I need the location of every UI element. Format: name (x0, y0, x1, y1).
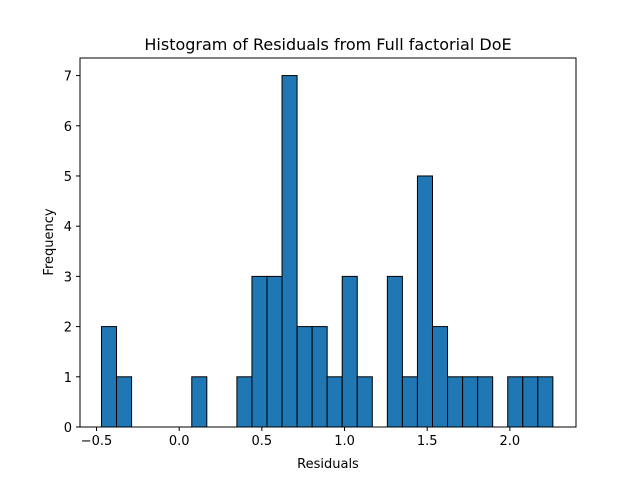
histogram-bar (266, 275, 283, 428)
x-axis-label: Residuals (297, 457, 359, 472)
y-tick-label: 0 (64, 421, 72, 436)
histogram-bar (191, 376, 208, 428)
y-tick-label: 5 (64, 170, 72, 185)
x-tick-label: 1.5 (417, 434, 438, 449)
y-tick-label: 2 (64, 321, 72, 336)
histogram-bar (477, 376, 494, 428)
histogram-bar (401, 376, 418, 428)
y-tick-label: 4 (64, 220, 72, 235)
histogram-bar (431, 326, 449, 428)
histogram-bar (311, 326, 328, 428)
histogram-bar (116, 376, 133, 428)
histogram-bar (386, 275, 403, 428)
chart-title: Histogram of Residuals from Full factori… (144, 35, 511, 54)
y-tick-label: 1 (64, 371, 72, 386)
y-axis: 0 1 2 3 4 5 6 7 (64, 70, 80, 436)
histogram-bar (251, 275, 268, 428)
x-tick-label: 0.5 (252, 434, 273, 449)
histogram-bar (341, 275, 358, 428)
bars-group (100, 75, 554, 428)
x-tick-label: 0.0 (169, 434, 190, 449)
histogram-bar (296, 326, 313, 428)
histogram-bar (281, 75, 298, 428)
histogram-bar (356, 376, 373, 428)
histogram-bar (416, 175, 433, 428)
histogram-bar (522, 376, 539, 428)
y-axis-label: Frequency (42, 208, 57, 275)
y-tick-label: 3 (64, 270, 72, 285)
x-tick-label: −0.5 (81, 434, 113, 449)
histogram-bar (326, 376, 343, 428)
y-tick-label: 6 (64, 120, 72, 135)
histogram-bar (462, 376, 479, 428)
x-axis: −0.5 0.0 0.5 1.0 1.5 2.0 (81, 427, 520, 449)
x-tick-label: 2.0 (500, 434, 521, 449)
y-tick-label: 7 (64, 70, 72, 85)
plot-frame (79, 57, 577, 428)
histogram-bar (100, 326, 118, 428)
x-tick-label: 1.0 (334, 434, 355, 449)
histogram-bar (447, 376, 464, 428)
histogram-bar (537, 376, 554, 428)
histogram-bar (236, 376, 253, 428)
histogram-bar (507, 376, 524, 428)
